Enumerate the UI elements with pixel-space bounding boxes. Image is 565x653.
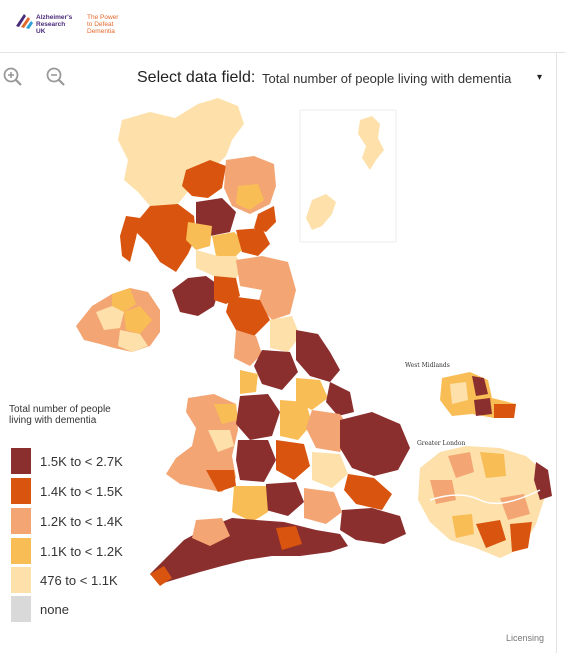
map-region[interactable] [270, 316, 300, 352]
map-region[interactable] [472, 376, 488, 396]
map-region[interactable] [186, 222, 212, 250]
map-region[interactable] [236, 228, 270, 256]
zoom-in-icon [3, 67, 22, 86]
brand-logo[interactable]: Alzheimer's Research UK The Power to Def… [14, 10, 154, 44]
map-region[interactable] [476, 520, 506, 548]
licensing-link[interactable]: Licensing [506, 633, 545, 643]
map-region[interactable] [136, 204, 196, 272]
map-region[interactable] [192, 518, 230, 546]
map-region[interactable] [266, 482, 304, 516]
map-region[interactable] [232, 486, 268, 522]
legend-swatch [11, 478, 31, 504]
map-region[interactable] [500, 494, 530, 520]
panel-border [556, 52, 557, 653]
map-region[interactable] [304, 488, 342, 524]
legend-swatch [11, 567, 31, 593]
northern-isles-inset-frame [299, 109, 397, 243]
legend-label: none [40, 602, 69, 617]
legend-swatch [11, 508, 31, 534]
map-region[interactable] [358, 116, 384, 170]
map-region[interactable] [236, 184, 264, 210]
map-region[interactable] [118, 330, 148, 352]
legend-label: 1.1K to < 1.2K [40, 544, 123, 559]
map-region[interactable] [182, 160, 226, 198]
map-region[interactable] [344, 474, 392, 510]
map-region[interactable] [312, 452, 348, 488]
zoom-out-icon [46, 67, 65, 86]
map-region[interactable] [254, 350, 298, 390]
logo-tagline: The Power to Defeat Dementia [87, 14, 119, 35]
map-region[interactable] [306, 194, 336, 230]
map-region[interactable] [450, 382, 468, 404]
map-region[interactable] [326, 382, 354, 416]
map-region[interactable] [112, 288, 136, 312]
legend-swatch [11, 538, 31, 564]
map-region[interactable] [276, 440, 310, 480]
legend-swatch [11, 448, 31, 474]
select-data-field-label: Select data field: [137, 69, 256, 86]
map-region[interactable] [236, 440, 276, 482]
map-region[interactable] [452, 514, 474, 538]
map-region[interactable] [494, 404, 516, 418]
zoom-out-button[interactable] [45, 66, 67, 88]
map-region[interactable] [226, 296, 270, 336]
logo-name: Alzheimer's Research UK [36, 14, 73, 35]
map-region-east-anglia[interactable] [340, 412, 410, 476]
map-region[interactable] [258, 256, 296, 320]
map-region[interactable] [296, 330, 340, 382]
zoom-in-button[interactable] [2, 66, 24, 88]
map-region-south-west[interactable] [150, 518, 348, 584]
map-region[interactable] [240, 370, 258, 394]
data-field-select[interactable]: Total number of people living with demen… [262, 71, 512, 86]
legend-label: 1.5K to < 2.7K [40, 454, 123, 469]
map-region[interactable] [236, 394, 280, 440]
logo-mark-icon [16, 14, 33, 29]
inset-label-west-midlands: West Midlands [405, 362, 450, 369]
map-region[interactable] [172, 276, 220, 316]
map-region[interactable] [124, 306, 152, 334]
map-region[interactable] [276, 526, 302, 550]
legend-label: 1.2K to < 1.4K [40, 514, 123, 529]
map-region[interactable] [214, 404, 238, 424]
map-region[interactable] [254, 206, 276, 232]
map-region[interactable] [234, 330, 262, 366]
inset-label-greater-london: Greater London [417, 440, 466, 447]
choropleth-map[interactable] [0, 92, 556, 612]
map-region[interactable] [474, 398, 492, 416]
legend-swatch [11, 596, 31, 622]
map-region[interactable] [96, 306, 124, 330]
map-region[interactable] [196, 250, 244, 278]
map-region[interactable] [150, 566, 172, 586]
legend-title: Total number of people living with demen… [9, 404, 111, 426]
map-region[interactable] [280, 400, 312, 440]
map-region[interactable] [208, 430, 234, 452]
map-region[interactable] [206, 470, 236, 492]
legend-label: 476 to < 1.1K [40, 573, 118, 588]
map-region-scotland-north[interactable] [118, 98, 244, 210]
river-thames [429, 489, 541, 505]
map-region[interactable] [340, 508, 406, 544]
chevron-down-icon[interactable]: ▾ [537, 72, 543, 83]
map-region[interactable] [480, 452, 506, 478]
header-bar: Alzheimer's Research UK The Power to Def… [0, 0, 565, 53]
map-region[interactable] [448, 452, 474, 478]
legend-label: 1.4K to < 1.5K [40, 484, 123, 499]
map-region[interactable] [120, 216, 140, 262]
map-region[interactable] [510, 522, 532, 552]
